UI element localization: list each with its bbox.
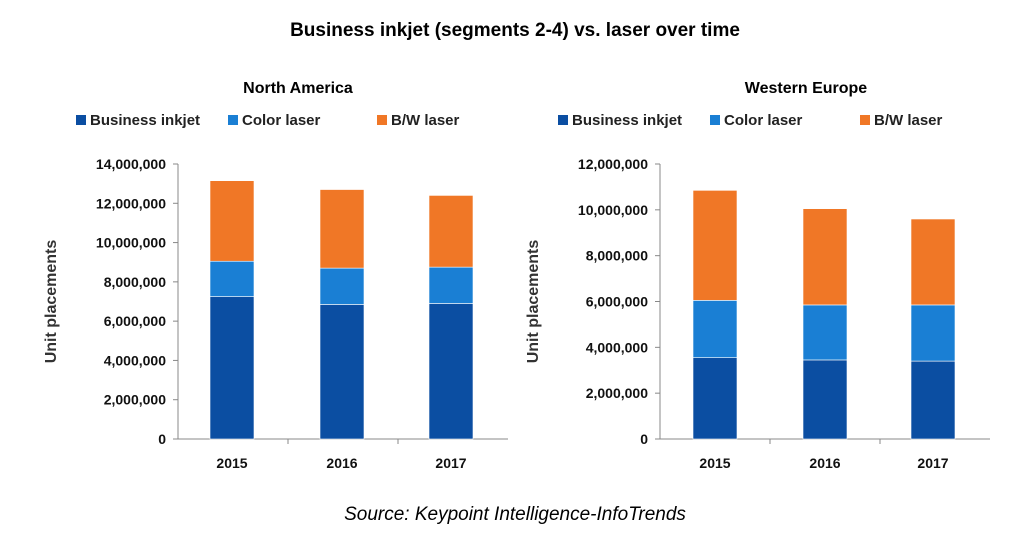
- we-x-tick-label-0: 2015: [699, 455, 730, 471]
- we-legend-label-1: Color laser: [724, 112, 803, 129]
- we-bar-2015-color-laser: [692, 300, 738, 358]
- na-y-tick-label-7: 14,000,000: [96, 156, 166, 172]
- na-legend-swatch-0: [76, 115, 86, 125]
- na-y-tick-label-2: 4,000,000: [104, 352, 166, 368]
- na-y-tick-label-6: 12,000,000: [96, 195, 166, 211]
- na-x-tick-label-1: 2016: [326, 455, 357, 471]
- na-bar-2017-color-laser: [428, 266, 474, 304]
- na-bar-2016-b-w-laser: [319, 189, 365, 269]
- na-y-tick-label-0: 0: [158, 431, 166, 447]
- we-bar-2015-business-inkjet: [692, 357, 738, 440]
- na-bar-2015-color-laser: [209, 260, 255, 297]
- source-note: Source: Keypoint Intelligence-InfoTrends: [344, 504, 686, 525]
- we-x-tick-label-2: 2017: [917, 455, 948, 471]
- we-bar-2016-business-inkjet: [802, 359, 848, 440]
- we-y-tick-label-1: 2,000,000: [586, 385, 648, 401]
- na-legend-swatch-1: [228, 115, 238, 125]
- we-bar-2017-b-w-laser: [910, 218, 956, 306]
- na-bar-2017-b-w-laser: [428, 195, 474, 268]
- na-y-tick-label-5: 10,000,000: [96, 235, 166, 251]
- we-legend-swatch-2: [860, 115, 870, 125]
- na-x-tick-label-2: 2017: [435, 455, 466, 471]
- we-y-tick-label-2: 4,000,000: [586, 339, 648, 355]
- we-y-tick-label-4: 8,000,000: [586, 248, 648, 264]
- na-legend-label-0: Business inkjet: [90, 112, 200, 129]
- we-legend-label-0: Business inkjet: [572, 112, 682, 129]
- na-y-axis-label: Unit placements: [43, 240, 60, 364]
- we-y-tick-label-6: 12,000,000: [578, 156, 648, 172]
- we-x-tick-label-1: 2016: [809, 455, 840, 471]
- we-legend-label-2: B/W laser: [874, 112, 943, 129]
- we-bar-2017-color-laser: [910, 304, 956, 362]
- we-bar-2015-b-w-laser: [692, 190, 738, 301]
- na-y-tick-label-4: 8,000,000: [104, 274, 166, 290]
- we-y-tick-label-3: 6,000,000: [586, 294, 648, 310]
- na-chart-title: North America: [243, 80, 353, 97]
- na-bar-2016-color-laser: [319, 267, 365, 305]
- we-y-tick-label-0: 0: [640, 431, 648, 447]
- na-legend-label-2: B/W laser: [391, 112, 460, 129]
- we-bar-2016-b-w-laser: [802, 208, 848, 306]
- na-x-tick-label-0: 2015: [216, 455, 247, 471]
- we-legend-swatch-1: [710, 115, 720, 125]
- na-legend-swatch-2: [377, 115, 387, 125]
- na-bar-2016-business-inkjet: [319, 304, 365, 440]
- we-chart-title: Western Europe: [745, 80, 868, 97]
- na-y-tick-label-3: 6,000,000: [104, 313, 166, 329]
- na-bar-2017-business-inkjet: [428, 303, 474, 440]
- we-y-axis-label: Unit placements: [525, 240, 542, 364]
- na-legend-label-1: Color laser: [242, 112, 321, 129]
- we-bar-2017-business-inkjet: [910, 360, 956, 440]
- main-title: Business inkjet (segments 2-4) vs. laser…: [290, 20, 740, 41]
- we-bar-2016-color-laser: [802, 304, 848, 361]
- we-y-tick-label-5: 10,000,000: [578, 202, 648, 218]
- na-bar-2015-b-w-laser: [209, 180, 255, 262]
- na-y-tick-label-1: 2,000,000: [104, 392, 166, 408]
- we-legend-swatch-0: [558, 115, 568, 125]
- na-bar-2015-business-inkjet: [209, 296, 255, 440]
